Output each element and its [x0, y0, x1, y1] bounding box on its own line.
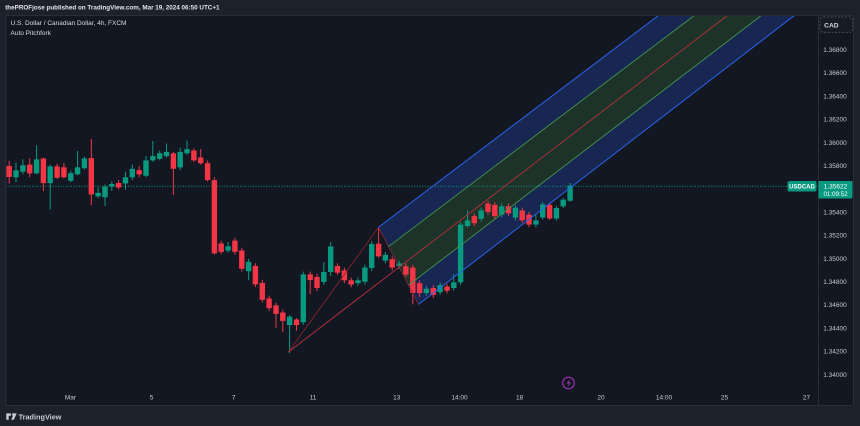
svg-text:13: 13: [393, 395, 401, 402]
svg-text:U.S. Dollar / Canadian Dollar,: U.S. Dollar / Canadian Dollar, 4h, FXCM: [11, 20, 127, 27]
svg-text:1.35800: 1.35800: [823, 163, 847, 170]
svg-text:01:09:52: 01:09:52: [823, 191, 848, 198]
svg-text:1.36400: 1.36400: [823, 93, 847, 100]
svg-text:20: 20: [597, 395, 605, 402]
svg-text:1.35622: 1.35622: [824, 184, 848, 191]
svg-text:Auto Pitchfork: Auto Pitchfork: [11, 30, 52, 37]
svg-text:1.34000: 1.34000: [823, 372, 847, 379]
svg-text:1.36200: 1.36200: [823, 117, 847, 124]
svg-text:1.34400: 1.34400: [823, 325, 847, 332]
svg-text:1.35000: 1.35000: [823, 256, 847, 263]
svg-text:1.35200: 1.35200: [823, 233, 847, 240]
svg-text:thePROFjose published on Tradi: thePROFjose published on TradingView.com…: [5, 5, 220, 12]
svg-text:USDCAD: USDCAD: [789, 185, 815, 191]
svg-text:CAD: CAD: [824, 23, 839, 30]
svg-text:14:00: 14:00: [656, 395, 673, 402]
svg-text:1.34800: 1.34800: [823, 279, 847, 286]
svg-text:1.36000: 1.36000: [823, 140, 847, 147]
svg-text:14:00: 14:00: [451, 395, 468, 402]
svg-text:Mar: Mar: [65, 395, 77, 402]
svg-text:27: 27: [803, 395, 811, 402]
svg-text:25: 25: [721, 395, 729, 402]
svg-text:18: 18: [516, 395, 524, 402]
svg-text:1.34600: 1.34600: [823, 302, 847, 309]
svg-text:11: 11: [310, 395, 317, 402]
svg-text:5: 5: [150, 395, 154, 402]
svg-text:TradingView: TradingView: [19, 413, 62, 422]
svg-text:1.35400: 1.35400: [823, 209, 847, 216]
svg-text:7: 7: [232, 395, 236, 402]
svg-text:1.36800: 1.36800: [823, 47, 847, 54]
svg-text:1.34200: 1.34200: [823, 349, 847, 356]
svg-text:1.36600: 1.36600: [823, 70, 847, 77]
